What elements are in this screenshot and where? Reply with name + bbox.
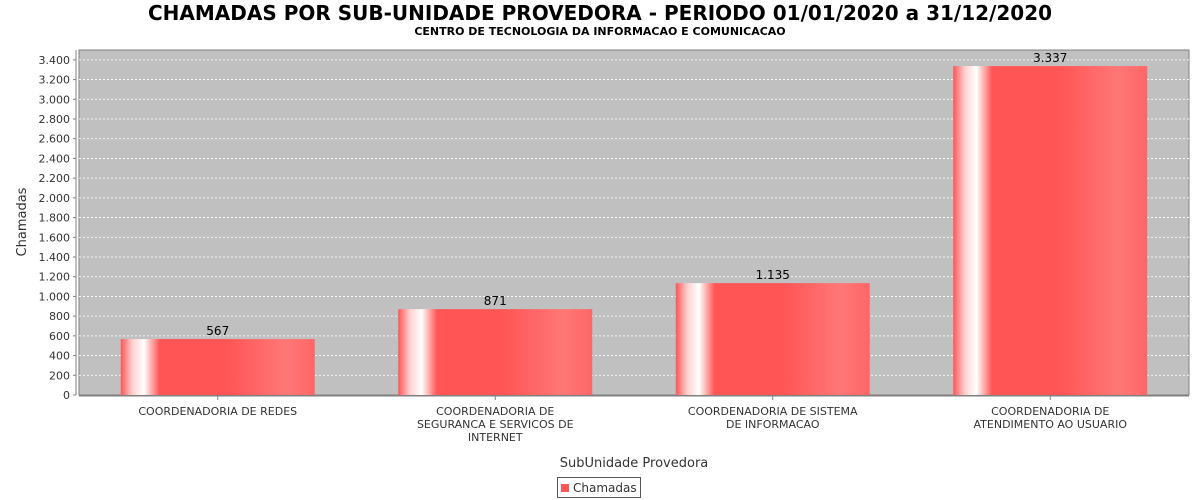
legend-swatch-chamadas bbox=[561, 483, 569, 492]
bar bbox=[953, 66, 1148, 396]
y-tick-label: 200 bbox=[49, 369, 70, 382]
y-tick-label: 2.800 bbox=[39, 113, 71, 126]
chart-subtitle: CENTRO DE TECNOLOGIA DA INFORMACAO E COM… bbox=[414, 25, 786, 38]
x-tick-label: COORDENADORIA DE SISTEMA bbox=[688, 405, 858, 418]
y-tick-label: 600 bbox=[49, 330, 70, 343]
y-tick-label: 1.800 bbox=[39, 212, 71, 225]
x-tick-label: COORDENADORIA DE bbox=[991, 405, 1109, 418]
data-label: 871 bbox=[484, 294, 507, 308]
bar bbox=[398, 309, 593, 395]
y-tick-label: 3.000 bbox=[39, 93, 71, 106]
data-label: 1.135 bbox=[756, 268, 790, 282]
x-tick-label: COORDENADORIA DE REDES bbox=[138, 405, 297, 418]
y-tick-label: 1.600 bbox=[39, 231, 71, 244]
y-tick-label: 1.200 bbox=[39, 271, 71, 284]
y-tick-label: 1.400 bbox=[39, 251, 71, 264]
bar bbox=[675, 283, 870, 395]
y-tick-label: 2.600 bbox=[39, 133, 71, 146]
data-label: 3.337 bbox=[1033, 51, 1067, 65]
bar bbox=[120, 339, 315, 395]
x-tick-label: COORDENADORIA DE bbox=[436, 405, 554, 418]
x-tick-label: DE INFORMACAO bbox=[726, 418, 820, 431]
bars: 567 871 1.135 3.337 bbox=[120, 51, 1148, 396]
y-tick-label: 1.000 bbox=[39, 290, 71, 303]
y-tick-label: 3.400 bbox=[39, 54, 71, 67]
y-tick-label: 2.400 bbox=[39, 152, 71, 165]
legend: Chamadas bbox=[557, 477, 641, 498]
y-axis: 0 200 400 600 800 1.000 1.200 1.400 1.600 1.800 2.… bbox=[39, 50, 77, 402]
y-axis-title: Chamadas bbox=[15, 187, 30, 256]
y-tick-label: 2.200 bbox=[39, 172, 71, 185]
y-tick-label: 2.000 bbox=[39, 192, 71, 205]
y-tick-label: 800 bbox=[49, 310, 70, 323]
x-axis: COORDENADORIA DE REDES COORDENADORIA DESE… bbox=[79, 395, 1189, 444]
chart-title: CHAMADAS POR SUB-UNIDADE PROVEDORA - PER… bbox=[147, 1, 1053, 25]
y-tick-label: 3.200 bbox=[39, 74, 71, 87]
y-tick-label: 0 bbox=[63, 389, 70, 402]
x-axis-title: SubUnidade Provedora bbox=[560, 456, 709, 471]
x-tick-label: SEGURANCA E SERVICOS DE bbox=[417, 418, 574, 431]
data-label: 567 bbox=[206, 324, 229, 338]
x-tick-label: INTERNET bbox=[468, 431, 523, 444]
y-tick-label: 400 bbox=[49, 350, 70, 363]
legend-label: Chamadas bbox=[573, 480, 637, 495]
x-tick-label: ATENDIMENTO AO USUARIO bbox=[974, 418, 1128, 431]
